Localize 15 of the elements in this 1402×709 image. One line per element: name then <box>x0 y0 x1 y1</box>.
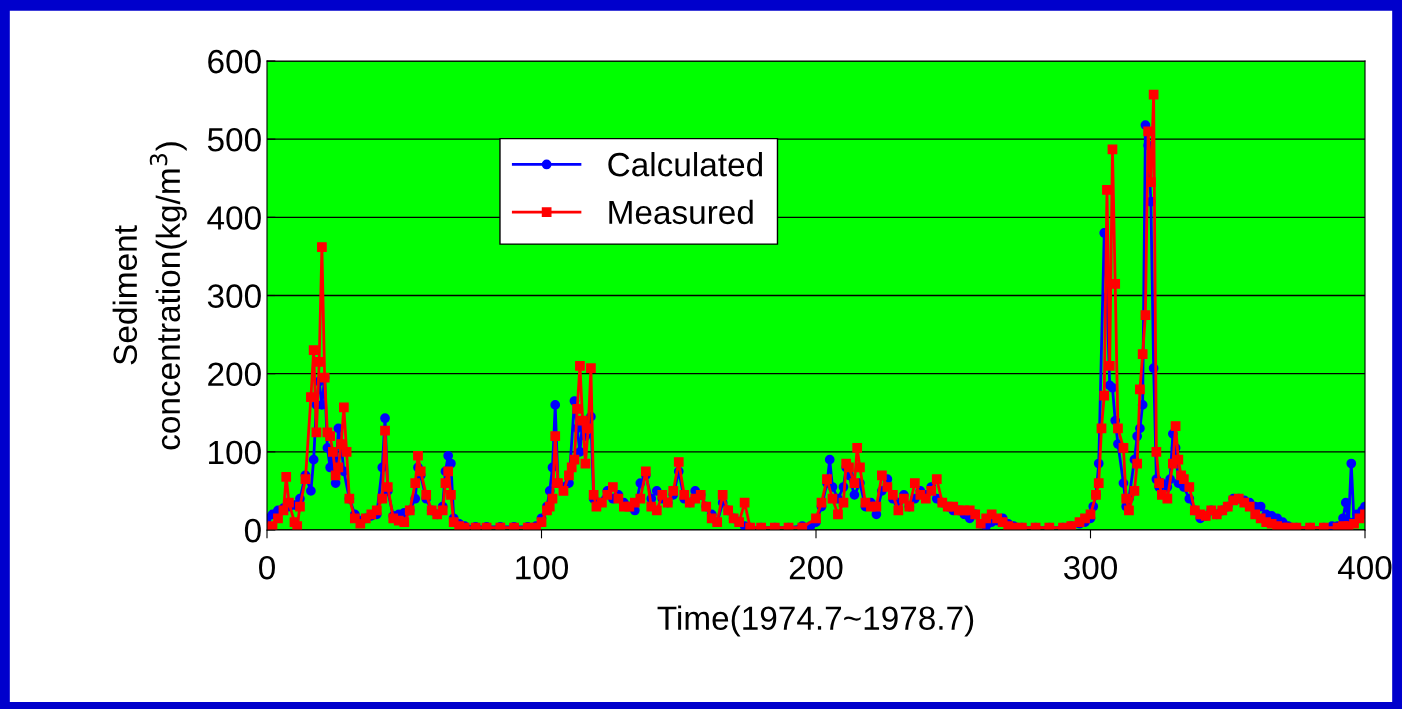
y-tick-label: 0 <box>244 518 261 543</box>
y-tick-label: 400 <box>207 206 261 230</box>
x-tick-label: 300 <box>1063 555 1118 580</box>
x-tick-label: 400 <box>1337 555 1392 580</box>
y-tick-label: 100 <box>209 440 261 465</box>
x-tick-label: 200 <box>789 555 843 580</box>
legend-label: Calculated <box>608 151 762 177</box>
y-tick-label: 500 <box>207 127 261 152</box>
y-tick-label: 600 <box>208 49 261 74</box>
x-tick-label: 100 <box>516 555 569 580</box>
y-tick-label: 200 <box>208 362 261 387</box>
legend-label: Measured <box>609 199 753 225</box>
y-tick-label: 300 <box>207 284 261 308</box>
x-axis-title: Time(1974.7~1978.7) <box>657 605 974 637</box>
y-axis-title: Sediment concentration(kg/m$^{3}$) <box>112 142 187 450</box>
